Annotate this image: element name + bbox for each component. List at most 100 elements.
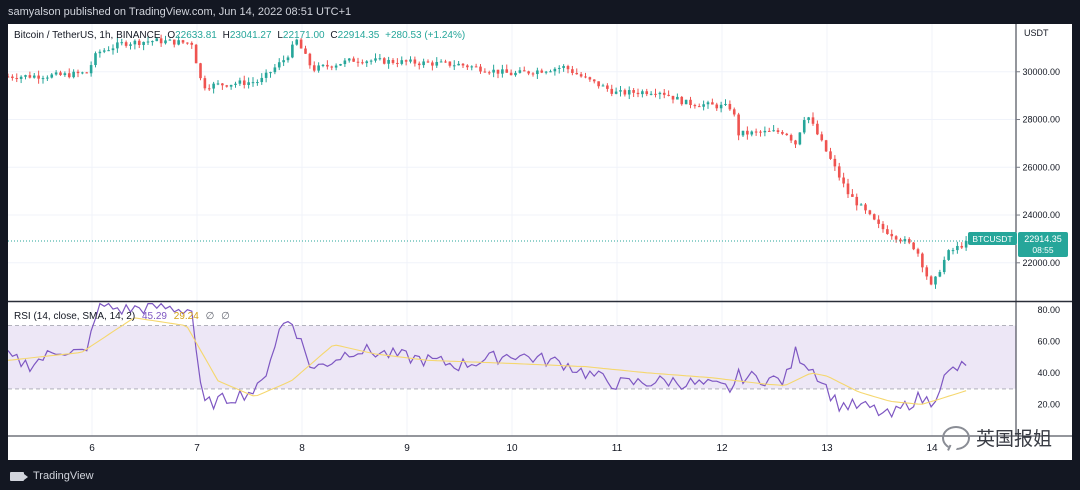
candle-body <box>527 71 530 74</box>
candle-body <box>133 40 137 45</box>
candle-body <box>439 61 443 63</box>
candle-body <box>461 63 465 66</box>
candle-body <box>321 64 325 66</box>
y-tick-label: 30000.00 <box>1022 67 1060 77</box>
candle-body <box>435 61 439 66</box>
candle-body <box>417 63 421 66</box>
candle-body <box>942 259 946 273</box>
candle-body <box>514 72 517 76</box>
candle-body <box>662 92 666 95</box>
candle-body <box>89 65 93 74</box>
rsi-sma-line <box>8 317 967 405</box>
candle-body <box>496 69 500 74</box>
candle-body <box>588 77 592 80</box>
candle-body <box>912 242 915 250</box>
candle-body <box>203 78 207 89</box>
candle-body <box>711 102 714 105</box>
legend-high-label: H <box>223 30 230 41</box>
x-tick-label: 11 <box>612 443 623 454</box>
candle-body <box>759 131 762 133</box>
candle-body <box>8 76 10 78</box>
candle-body <box>964 240 968 248</box>
x-tick-label: 10 <box>506 443 518 454</box>
candle-body <box>544 71 548 73</box>
y-tick-label: 26000.00 <box>1022 162 1060 172</box>
rsi-legend-sma-value: 29.24 <box>174 311 199 322</box>
candle-body <box>501 69 504 74</box>
x-tick-label: 14 <box>926 443 938 454</box>
candle-body <box>781 132 784 134</box>
candle-body <box>11 76 14 79</box>
candle-body <box>216 83 220 85</box>
candle-body <box>251 82 255 84</box>
wechat-icon <box>941 425 970 450</box>
candle-body <box>689 99 692 106</box>
candle-body <box>509 72 513 76</box>
candle-body <box>732 109 736 115</box>
price-box <box>1018 232 1068 257</box>
last-price-label: 22914.35 <box>1024 234 1062 244</box>
candle-body <box>304 48 307 54</box>
candle-body <box>256 82 259 84</box>
candle-body <box>326 64 329 67</box>
candle-body <box>37 75 40 79</box>
candle-body <box>404 60 408 62</box>
candle-body <box>566 66 570 70</box>
candle-body <box>72 71 75 78</box>
candle-body <box>842 177 845 184</box>
candle-body <box>549 71 552 73</box>
candle-body <box>772 130 775 132</box>
candle-body <box>877 219 880 224</box>
candle-body <box>676 96 679 100</box>
price-legend: Bitcoin / TetherUS, 1h, BINANCE O22633.8… <box>14 30 465 41</box>
tradingview-brand: TradingView <box>33 470 94 482</box>
axis-labels: 6 7 8 9 10 11 12 13 14 22000.00 24000.00 26000.00 28… <box>89 67 1060 454</box>
candle-body <box>387 59 390 64</box>
candle-body <box>422 61 425 66</box>
candle-body <box>916 249 920 254</box>
candle-body <box>291 44 294 58</box>
visibility-icon-b[interactable]: ∅ <box>221 311 230 322</box>
candle-body <box>474 66 478 68</box>
x-tick-label: 12 <box>716 443 728 454</box>
candle-body <box>242 80 246 85</box>
candle-body <box>94 53 97 66</box>
candle-body <box>365 61 369 64</box>
candle-body <box>50 74 54 78</box>
candle-body <box>116 42 119 49</box>
candle-body <box>829 151 832 159</box>
candle-body <box>881 223 885 230</box>
candle-body <box>334 65 338 68</box>
candle-body <box>32 75 36 78</box>
candle-body <box>317 65 320 71</box>
candle-body <box>614 91 618 94</box>
candle-body <box>619 90 622 92</box>
candle-body <box>457 63 460 66</box>
candle-body <box>680 96 684 105</box>
candle-body <box>693 105 697 107</box>
candle-body <box>623 90 627 95</box>
candle-body <box>63 73 67 76</box>
tradingview-footer: TradingView <box>10 468 94 484</box>
candle-body <box>606 85 609 89</box>
candle-body <box>636 92 640 95</box>
candle-body <box>741 130 745 136</box>
watermark: 英国报姐 <box>941 424 1052 451</box>
candle-body <box>194 44 198 64</box>
candle-body <box>632 90 635 93</box>
candle-body <box>492 69 495 73</box>
candle-body <box>234 83 237 85</box>
chart-svg[interactable]: 6 7 8 9 10 11 12 13 14 22000.00 24000.00 26000.00 28… <box>8 24 1072 460</box>
candle-body <box>557 67 561 69</box>
candle-body <box>151 41 154 43</box>
candle-body <box>76 71 80 74</box>
candle-body <box>754 131 758 133</box>
visibility-icon-a[interactable]: ∅ <box>206 311 215 322</box>
candle-body <box>28 75 32 78</box>
candle-body <box>409 59 412 62</box>
candle-body <box>706 102 710 105</box>
candle-body <box>168 39 172 41</box>
candle-body <box>697 106 701 108</box>
candle-body <box>142 41 145 45</box>
